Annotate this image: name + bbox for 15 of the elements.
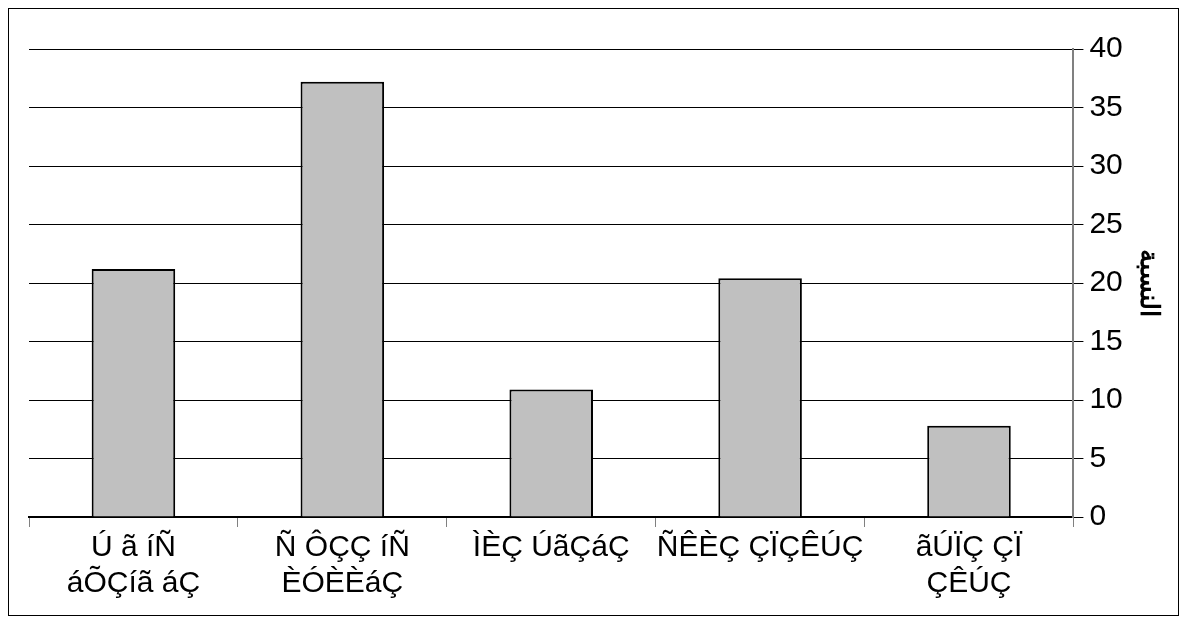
y-tick-label: 25 <box>1089 205 1123 239</box>
y-tick-label: 40 <box>1089 30 1123 64</box>
y-tick-label: 35 <box>1089 88 1123 122</box>
y-tick-label: 15 <box>1089 322 1123 356</box>
y-axis-title: النسبة <box>1135 249 1166 317</box>
y-tick-label: 0 <box>1089 498 1107 532</box>
y-tick-label: 30 <box>1089 147 1123 181</box>
x-tick-label: ãÚÏÇ ÇÏ ÇÊÚÇ <box>915 529 1023 599</box>
y-tick-label: 20 <box>1089 264 1123 298</box>
x-tick-label: ÌÈÇ ÚãÇáÇ <box>472 529 630 563</box>
x-tick-label: Ñ ÔÇÇ íÑ ÈÓÈÈáÇ <box>274 529 410 599</box>
y-tick-label: 5 <box>1089 439 1107 473</box>
x-tick-label: ÑÊÈÇ ÇÏÇÊÚÇ <box>656 529 864 563</box>
y-tick-label: 10 <box>1089 381 1123 415</box>
x-tick-label: Ú ã íÑ áÕÇíã áÇ <box>66 529 201 599</box>
